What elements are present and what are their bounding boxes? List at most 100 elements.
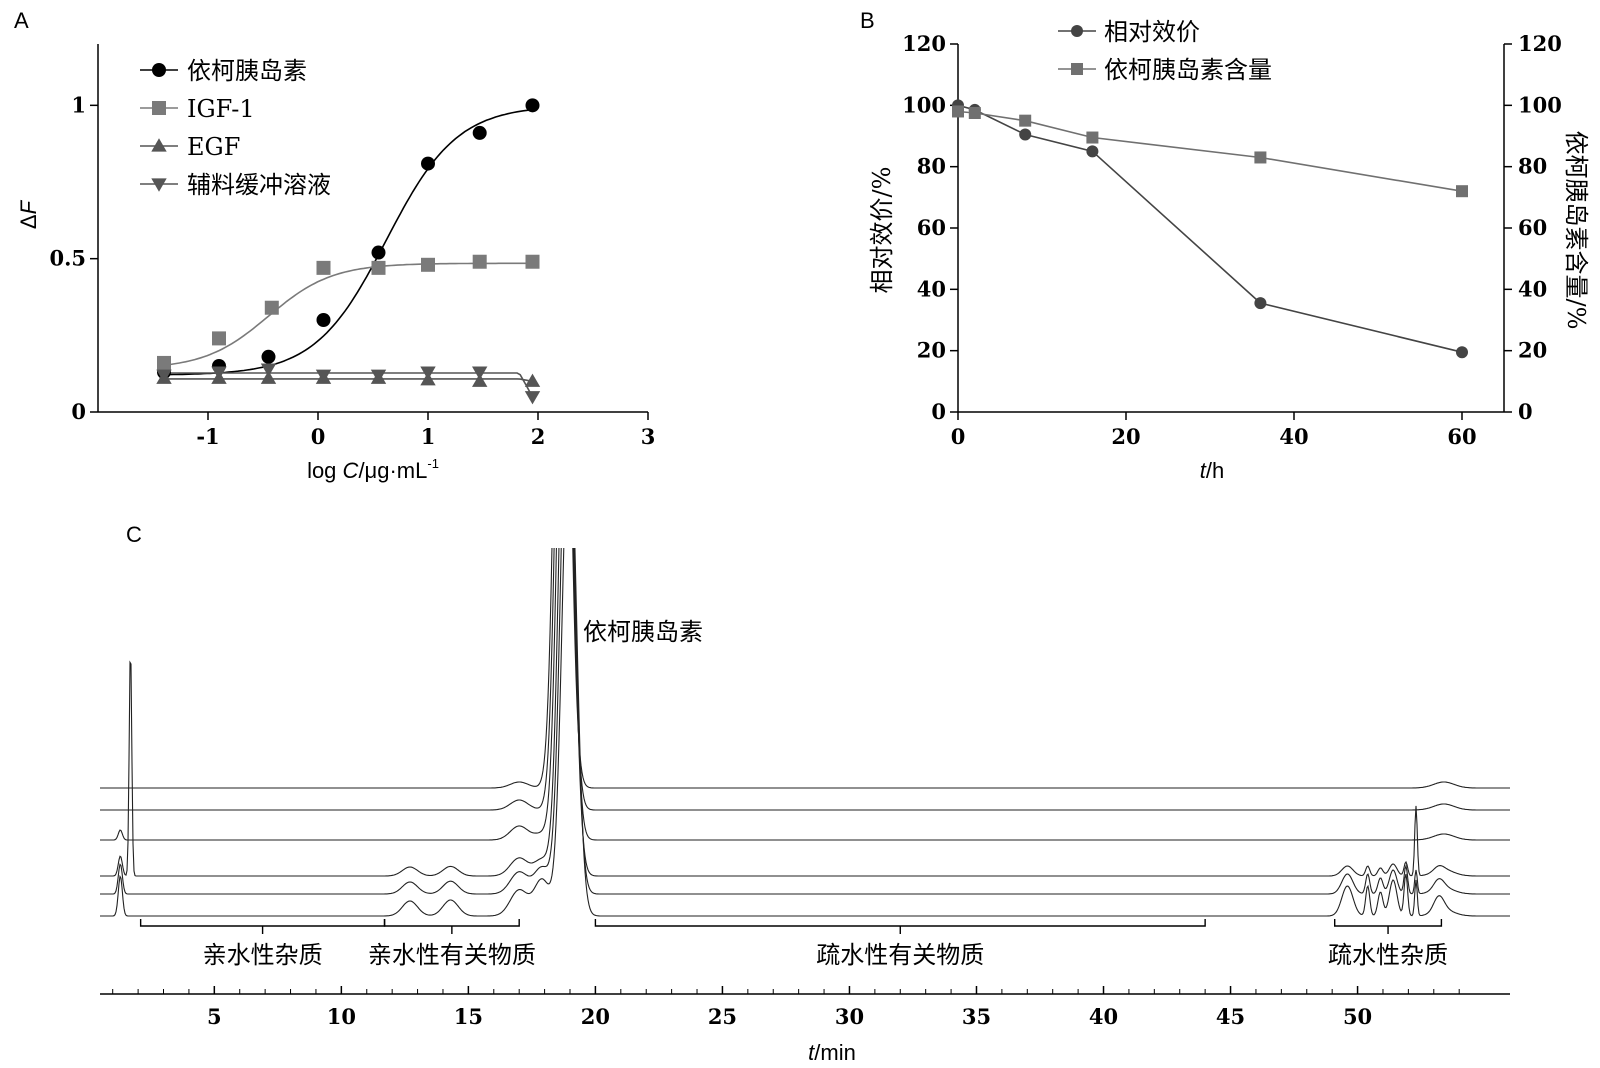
a-point bbox=[261, 349, 276, 364]
b-y-axis-label: 相对效价/% bbox=[868, 167, 896, 294]
b-point bbox=[1086, 131, 1099, 144]
a-y-tick-label: 0.5 bbox=[49, 246, 86, 271]
panel-label-b: B bbox=[860, 8, 875, 33]
panel-label-c: C bbox=[126, 522, 142, 547]
a-fit-2 bbox=[164, 378, 533, 383]
c-bracket-0 bbox=[139, 919, 386, 927]
a-legend-label: IGF-1 bbox=[187, 95, 255, 123]
a-point bbox=[315, 369, 332, 383]
a-fit-1 bbox=[163, 262, 533, 366]
a-point bbox=[371, 260, 386, 275]
b-y2-tick-label: 40 bbox=[1518, 276, 1547, 301]
a-legend-marker bbox=[151, 178, 167, 192]
a-point bbox=[211, 366, 227, 380]
c-x-tick-label: 35 bbox=[962, 1004, 991, 1029]
a-point bbox=[472, 125, 487, 140]
b-point bbox=[1254, 151, 1267, 164]
b-legend-marker bbox=[1071, 63, 1083, 75]
c-bracket-1 bbox=[383, 919, 520, 927]
a-legend-marker bbox=[152, 101, 166, 115]
a-point bbox=[156, 369, 172, 383]
b-y2-tick-label: 20 bbox=[1518, 338, 1547, 363]
a-point bbox=[212, 331, 226, 346]
b-point bbox=[968, 107, 981, 119]
c-xlabel-var: t bbox=[808, 1040, 815, 1065]
b-y-tick-label: 40 bbox=[917, 276, 946, 301]
b-point bbox=[952, 105, 964, 118]
a-point bbox=[421, 156, 435, 171]
a-x-tick-label: 1 bbox=[421, 424, 436, 449]
a-legend-label: 辅料缓冲溶液 bbox=[187, 171, 331, 199]
b-y2-tick-label: 80 bbox=[1518, 154, 1547, 179]
b-legend-marker bbox=[1071, 25, 1083, 37]
a-point bbox=[524, 391, 541, 405]
c-bracket-label-2: 疏水性有关物质 bbox=[816, 941, 984, 969]
c-trace-3 bbox=[100, 548, 1510, 877]
c-trace-2 bbox=[100, 548, 1510, 841]
panel-label-a: A bbox=[14, 8, 29, 33]
a-x-tick-label: 3 bbox=[641, 424, 656, 449]
b-x-tick-label: 60 bbox=[1447, 424, 1476, 449]
a-legend-marker bbox=[151, 138, 167, 152]
a-point bbox=[525, 254, 540, 269]
c-trace-5 bbox=[100, 548, 1510, 917]
a-point bbox=[472, 373, 488, 387]
b-point bbox=[1086, 145, 1099, 158]
c-bracket-label-1: 亲水性有关物质 bbox=[368, 941, 536, 969]
chart-c: 亲水性杂质 亲水性有关物质 疏水性有关物质 疏水性杂质 5 10 15 20 25 30 35 40… bbox=[100, 548, 1510, 1065]
c-main-peak-label: 依柯胰岛素 bbox=[583, 618, 703, 646]
c-bracket-label-0: 亲水性杂质 bbox=[203, 941, 323, 969]
a-point bbox=[420, 366, 436, 380]
b-point bbox=[1019, 114, 1032, 127]
b-x-axis-label: t/h bbox=[1200, 458, 1224, 483]
b-point bbox=[1254, 297, 1267, 310]
b-y-tick-label: 0 bbox=[931, 399, 946, 424]
c-x-tick-label: 25 bbox=[708, 1004, 737, 1029]
c-x-tick-label: 40 bbox=[1089, 1004, 1118, 1029]
c-trace-4 bbox=[100, 548, 1510, 895]
a-point bbox=[316, 260, 331, 275]
a-y-tick-label: 0 bbox=[71, 399, 86, 424]
a-xlabel-var: C bbox=[343, 458, 359, 483]
b-y-tick-label: 20 bbox=[917, 338, 946, 363]
b-y-tick-label: 120 bbox=[902, 31, 946, 56]
a-point bbox=[260, 363, 277, 377]
b-x-tick-label: 20 bbox=[1111, 424, 1140, 449]
b-y2-tick-label: 120 bbox=[1518, 31, 1562, 56]
a-point bbox=[472, 366, 488, 380]
a-point bbox=[260, 370, 277, 384]
c-trace-0 bbox=[100, 548, 1510, 789]
b-series-line-1 bbox=[957, 110, 1463, 192]
a-fit-3 bbox=[164, 372, 534, 398]
c-xlabel-unit: /min bbox=[814, 1040, 856, 1065]
b-legend-label: 相对效价 bbox=[1104, 18, 1200, 46]
c-trace-1 bbox=[100, 548, 1510, 811]
c-x-tick-label: 45 bbox=[1216, 1004, 1245, 1029]
a-point bbox=[370, 369, 387, 383]
a-point bbox=[157, 355, 171, 370]
b-y2-tick-label: 100 bbox=[1518, 92, 1562, 117]
c-x-tick-label: 30 bbox=[835, 1004, 864, 1029]
b-point bbox=[1456, 185, 1468, 198]
b-xlabel-var: t bbox=[1200, 458, 1207, 483]
a-xlabel-sup: -1 bbox=[427, 456, 439, 471]
b-y2-tick-label: 60 bbox=[1518, 215, 1547, 240]
a-point bbox=[472, 254, 487, 269]
c-bracket-3 bbox=[1334, 919, 1443, 927]
c-x-axis-label: t/min bbox=[808, 1040, 856, 1065]
a-y-tick-label: 1 bbox=[71, 92, 86, 117]
b-series-line-0 bbox=[957, 104, 1463, 353]
a-legend-marker bbox=[152, 63, 166, 77]
b-y2-axis-label: 依柯胰岛素含量/% bbox=[1562, 131, 1590, 330]
c-bracket-label-3: 疏水性杂质 bbox=[1328, 941, 1448, 969]
b-y-tick-label: 100 bbox=[902, 92, 946, 117]
b-x-tick-label: 0 bbox=[951, 424, 966, 449]
c-x-tick-label: 15 bbox=[454, 1004, 483, 1029]
b-y-tick-label: 60 bbox=[917, 215, 946, 240]
c-x-tick-label: 20 bbox=[581, 1004, 610, 1029]
b-xlabel-unit: /h bbox=[1206, 458, 1224, 483]
c-x-tick-label: 50 bbox=[1343, 1004, 1372, 1029]
c-bracket-2 bbox=[594, 919, 1206, 927]
